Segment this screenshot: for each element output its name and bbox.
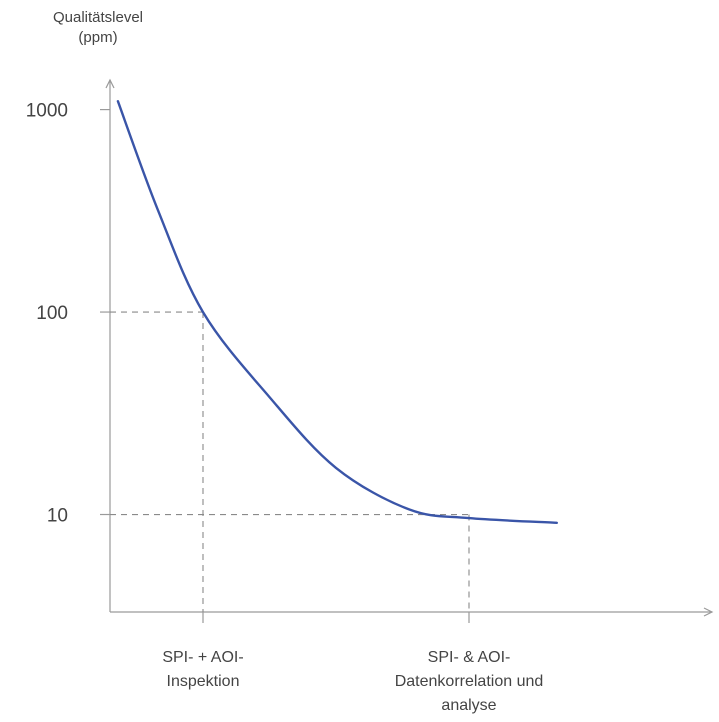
x-tick-label: analyse [441, 697, 496, 714]
y-ticks: 1000 100 10 [26, 101, 110, 527]
y-tick-label: 100 [36, 303, 68, 324]
y-axis-arrow-icon [105, 78, 115, 89]
x-tick-label: SPI- + AOI- [162, 649, 243, 666]
y-axis-title-line-2: (ppm) [78, 29, 117, 46]
x-axis-arrow-icon [703, 607, 714, 617]
reference-guides [110, 311, 470, 612]
y-tick-label: 10 [47, 506, 68, 527]
x-ticks: SPI- + AOI- Inspektion SPI- & AOI- Datenkor… [162, 612, 543, 714]
x-tick-label: Inspektion [167, 673, 240, 690]
y-axis-title: Qualitätslevel (ppm) [53, 9, 143, 46]
y-tick-label: 1000 [26, 101, 68, 122]
x-tick-label: SPI- & AOI- [428, 649, 511, 666]
y-axis-title-line-1: Qualitätslevel [53, 9, 143, 26]
x-tick-label: Datenkorrelation und [395, 673, 544, 690]
quality-curve [116, 100, 558, 524]
